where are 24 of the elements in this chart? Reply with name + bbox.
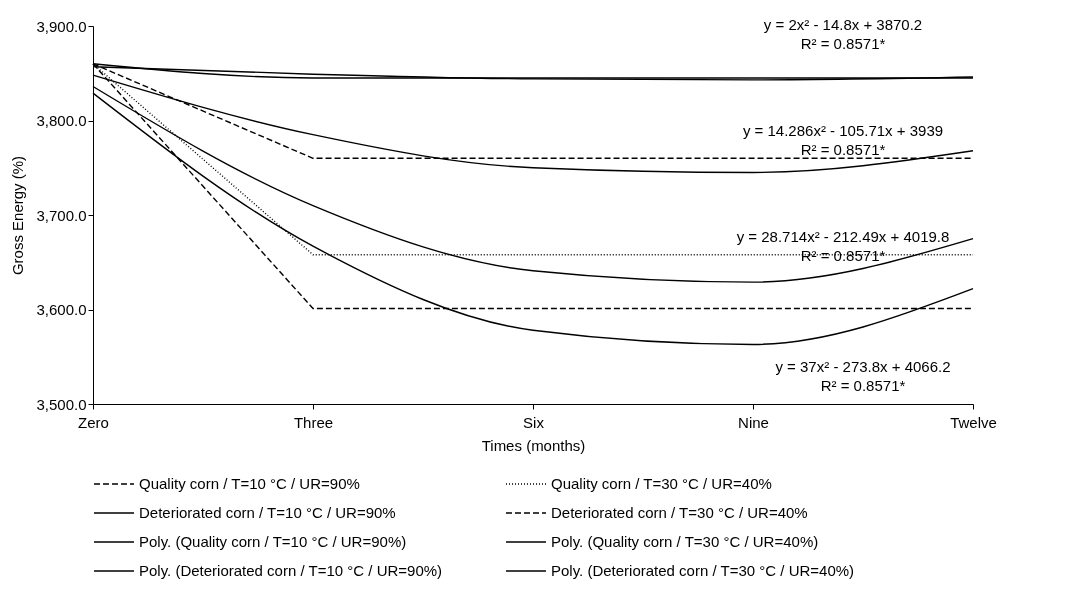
x-tick-label: Zero — [78, 413, 109, 431]
legend-label: Poly. (Deteriorated corn / T=10 °C / UR=90%) — [139, 562, 443, 579]
x-tick-label: Three — [293, 413, 334, 431]
y-tick-label: 3,900.0 — [36, 17, 87, 35]
x-axis-title: Times (months) — [481, 436, 586, 454]
x-tick-label: Six — [523, 413, 545, 431]
x-tick-label: Nine — [738, 413, 769, 431]
annotation: y = 37x² - 273.8x + 4066.2 R² = 0.8571* — [775, 358, 951, 394]
y-tick-label: 3,800.0 — [36, 112, 87, 129]
annotation: y = 28.714x² - 212.49x + 4019.8 R² = 0.8571* — [736, 228, 950, 264]
x-tick-label: Twelve — [950, 413, 997, 431]
legend-label: Quality corn / T=10 °C / UR=90% — [139, 475, 360, 492]
y-tick-label: 3,600.0 — [36, 301, 87, 318]
y-tick-label: 3,500.0 — [36, 395, 87, 413]
legend-label: Deteriorated corn / T=30 °C / UR=40% — [551, 504, 808, 521]
legend-label: Poly. (Quality corn / T=30 °C / UR=40%) — [551, 533, 819, 550]
legend-label: Poly. (Deteriorated corn / T=30 °C / UR=40%) — [551, 562, 855, 579]
annotation: y = 2x² - 14.8x + 3870.2 R² = 0.8571* — [763, 16, 923, 52]
legend-label: Poly. (Quality corn / T=10 °C / UR=90%) — [139, 533, 407, 550]
y-axis-title: Gross Energy (%) — [9, 155, 27, 276]
legend-label: Deteriorated corn / T=10 °C / UR=90% — [139, 504, 396, 521]
legend-label: Quality corn / T=30 °C / UR=40% — [551, 475, 772, 492]
annotation: y = 14.286x² - 105.71x + 3939 R² = 0.8571* — [742, 122, 944, 158]
y-tick-label: 3,700.0 — [36, 206, 87, 224]
